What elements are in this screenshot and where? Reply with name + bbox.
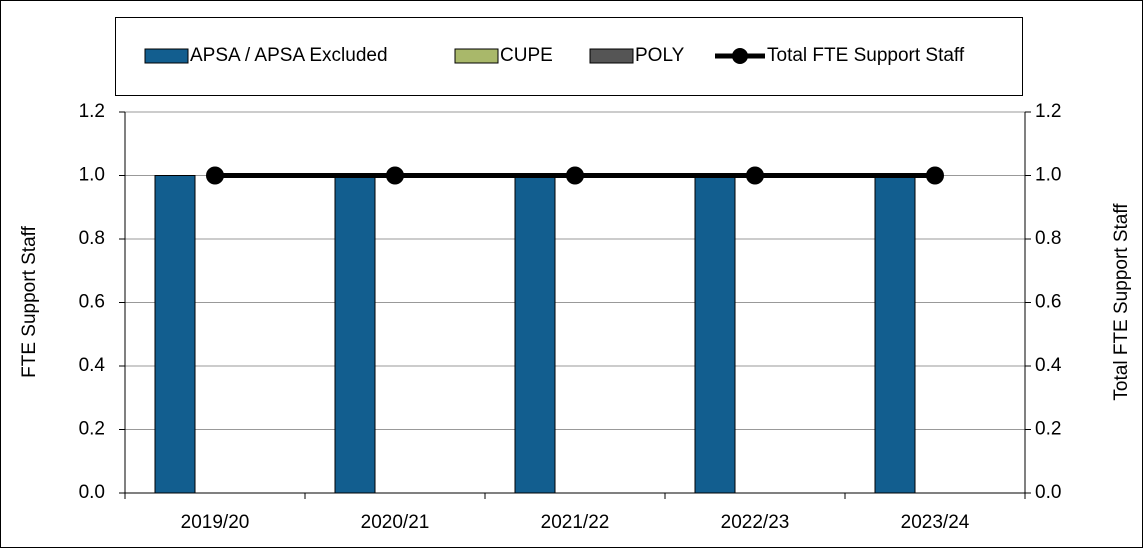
y2-tick-label: 1.0	[1035, 165, 1061, 186]
bar	[874, 175, 916, 494]
x-tick-label: 2019/20	[181, 512, 250, 533]
legend-label: Total FTE Support Staff	[767, 45, 965, 66]
legend-label: APSA / APSA Excluded	[190, 45, 388, 66]
legend-swatch	[454, 48, 499, 64]
y2-tick-label: 0.4	[1035, 355, 1062, 376]
y-tick-label: 0.6	[79, 292, 105, 313]
line-marker	[386, 166, 404, 185]
y-tick-label: 0.8	[79, 228, 105, 249]
bar	[514, 175, 556, 494]
y-tick-label: 1.0	[79, 165, 105, 186]
y2-tick-label: 0.0	[1035, 482, 1061, 503]
y2-tick-label: 0.8	[1035, 228, 1061, 249]
line-marker	[926, 166, 944, 185]
y-tick-label: 0.0	[79, 482, 105, 503]
legend-box	[115, 17, 1023, 96]
bar	[334, 175, 376, 494]
y-tick-label: 1.2	[79, 101, 105, 122]
legend-marker	[732, 48, 748, 64]
y2-tick-label: 0.6	[1035, 292, 1061, 313]
x-tick-label: 2020/21	[361, 512, 430, 533]
legend-swatch	[589, 48, 634, 64]
y-axis-title: FTE Support Staff	[19, 225, 40, 377]
bar	[694, 175, 736, 494]
legend-swatch	[144, 48, 189, 64]
bar	[154, 175, 196, 494]
line-marker	[206, 166, 224, 185]
line-marker	[566, 166, 584, 185]
x-tick-label: 2022/23	[721, 512, 790, 533]
y2-tick-label: 1.2	[1035, 101, 1061, 122]
legend-label: POLY	[635, 45, 685, 66]
y2-axis-title: Total FTE Support Staff	[1111, 203, 1132, 401]
y-tick-label: 0.4	[79, 355, 106, 376]
x-tick-label: 2021/22	[541, 512, 610, 533]
x-tick-label: 2023/24	[901, 512, 970, 533]
y-tick-label: 0.2	[79, 419, 105, 440]
y2-tick-label: 0.2	[1035, 419, 1061, 440]
line-marker	[746, 166, 764, 185]
legend-label: CUPE	[500, 45, 553, 66]
